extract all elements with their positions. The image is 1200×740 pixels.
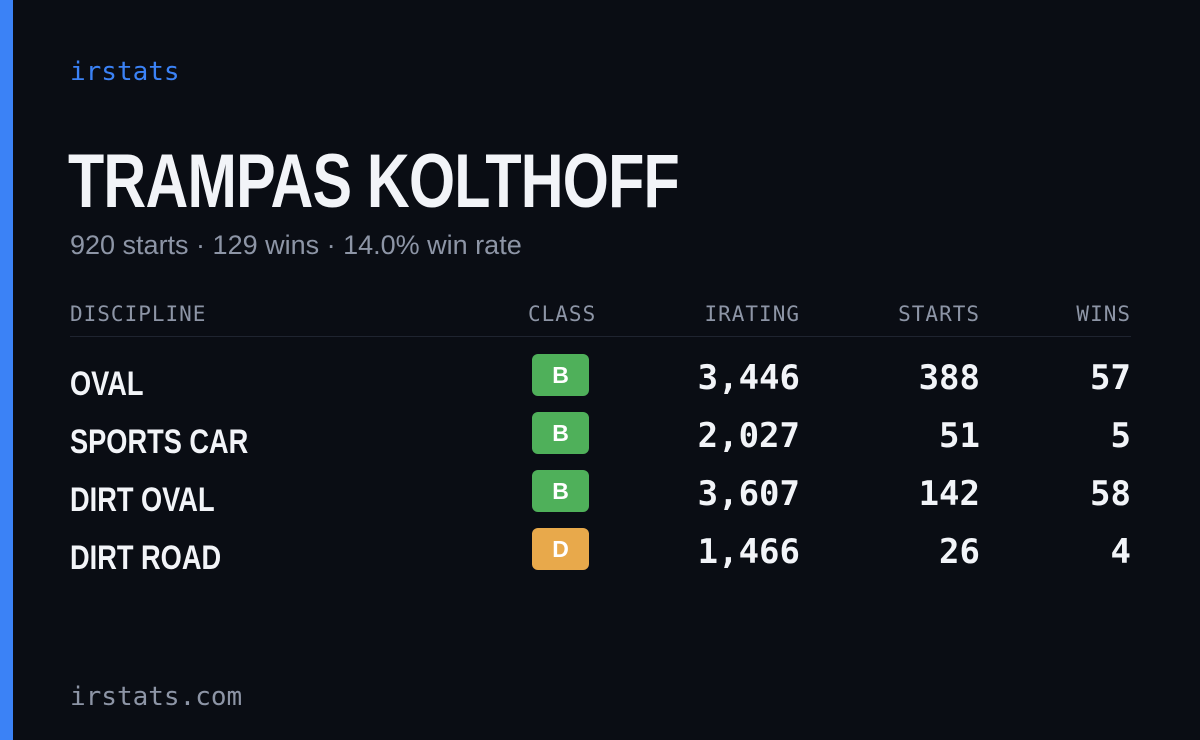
class-badge: B — [532, 412, 589, 454]
class-badge: D — [532, 528, 589, 570]
wins-value: 57 — [1090, 358, 1131, 398]
irating-value: 1,466 — [697, 532, 800, 572]
discipline-name: OVAL — [70, 365, 144, 403]
column-header-class: CLASS — [528, 302, 597, 326]
class-badge: B — [532, 354, 589, 396]
table-row: DIRT OVAL B 3,607 142 58 — [70, 466, 1131, 524]
footer-url: irstats.com — [70, 682, 243, 712]
brand-logo: irstats — [70, 57, 180, 87]
table-header: DISCIPLINE CLASS IRATING STARTS WINS — [70, 300, 1131, 337]
irating-value: 3,607 — [697, 474, 800, 514]
discipline-table: OVAL B 3,446 388 57 SPORTS CAR B 2,027 5… — [70, 350, 1131, 582]
column-header-discipline: DISCIPLINE — [70, 302, 207, 326]
accent-bar — [0, 0, 13, 740]
table-row: OVAL B 3,446 388 57 — [70, 350, 1131, 408]
class-badge: B — [532, 470, 589, 512]
column-header-irating: IRATING — [704, 302, 800, 326]
discipline-name: SPORTS CAR — [70, 423, 249, 461]
starts-value: 388 — [918, 358, 980, 398]
table-row: DIRT ROAD D 1,466 26 4 — [70, 524, 1131, 582]
table-row: SPORTS CAR B 2,027 51 5 — [70, 408, 1131, 466]
wins-value: 4 — [1110, 532, 1131, 572]
column-header-wins: WINS — [1076, 302, 1131, 326]
starts-value: 51 — [939, 416, 980, 456]
discipline-name: DIRT ROAD — [70, 539, 222, 577]
driver-summary: 920 starts · 129 wins · 14.0% win rate — [70, 230, 522, 260]
irating-value: 2,027 — [697, 416, 800, 456]
wins-value: 5 — [1110, 416, 1131, 456]
wins-value: 58 — [1090, 474, 1131, 514]
irating-value: 3,446 — [697, 358, 800, 398]
driver-name: TRAMPAS KOLTHOFF — [68, 139, 680, 224]
column-header-starts: STARTS — [898, 302, 980, 326]
starts-value: 26 — [939, 532, 980, 572]
starts-value: 142 — [918, 474, 980, 514]
discipline-name: DIRT OVAL — [70, 481, 215, 519]
